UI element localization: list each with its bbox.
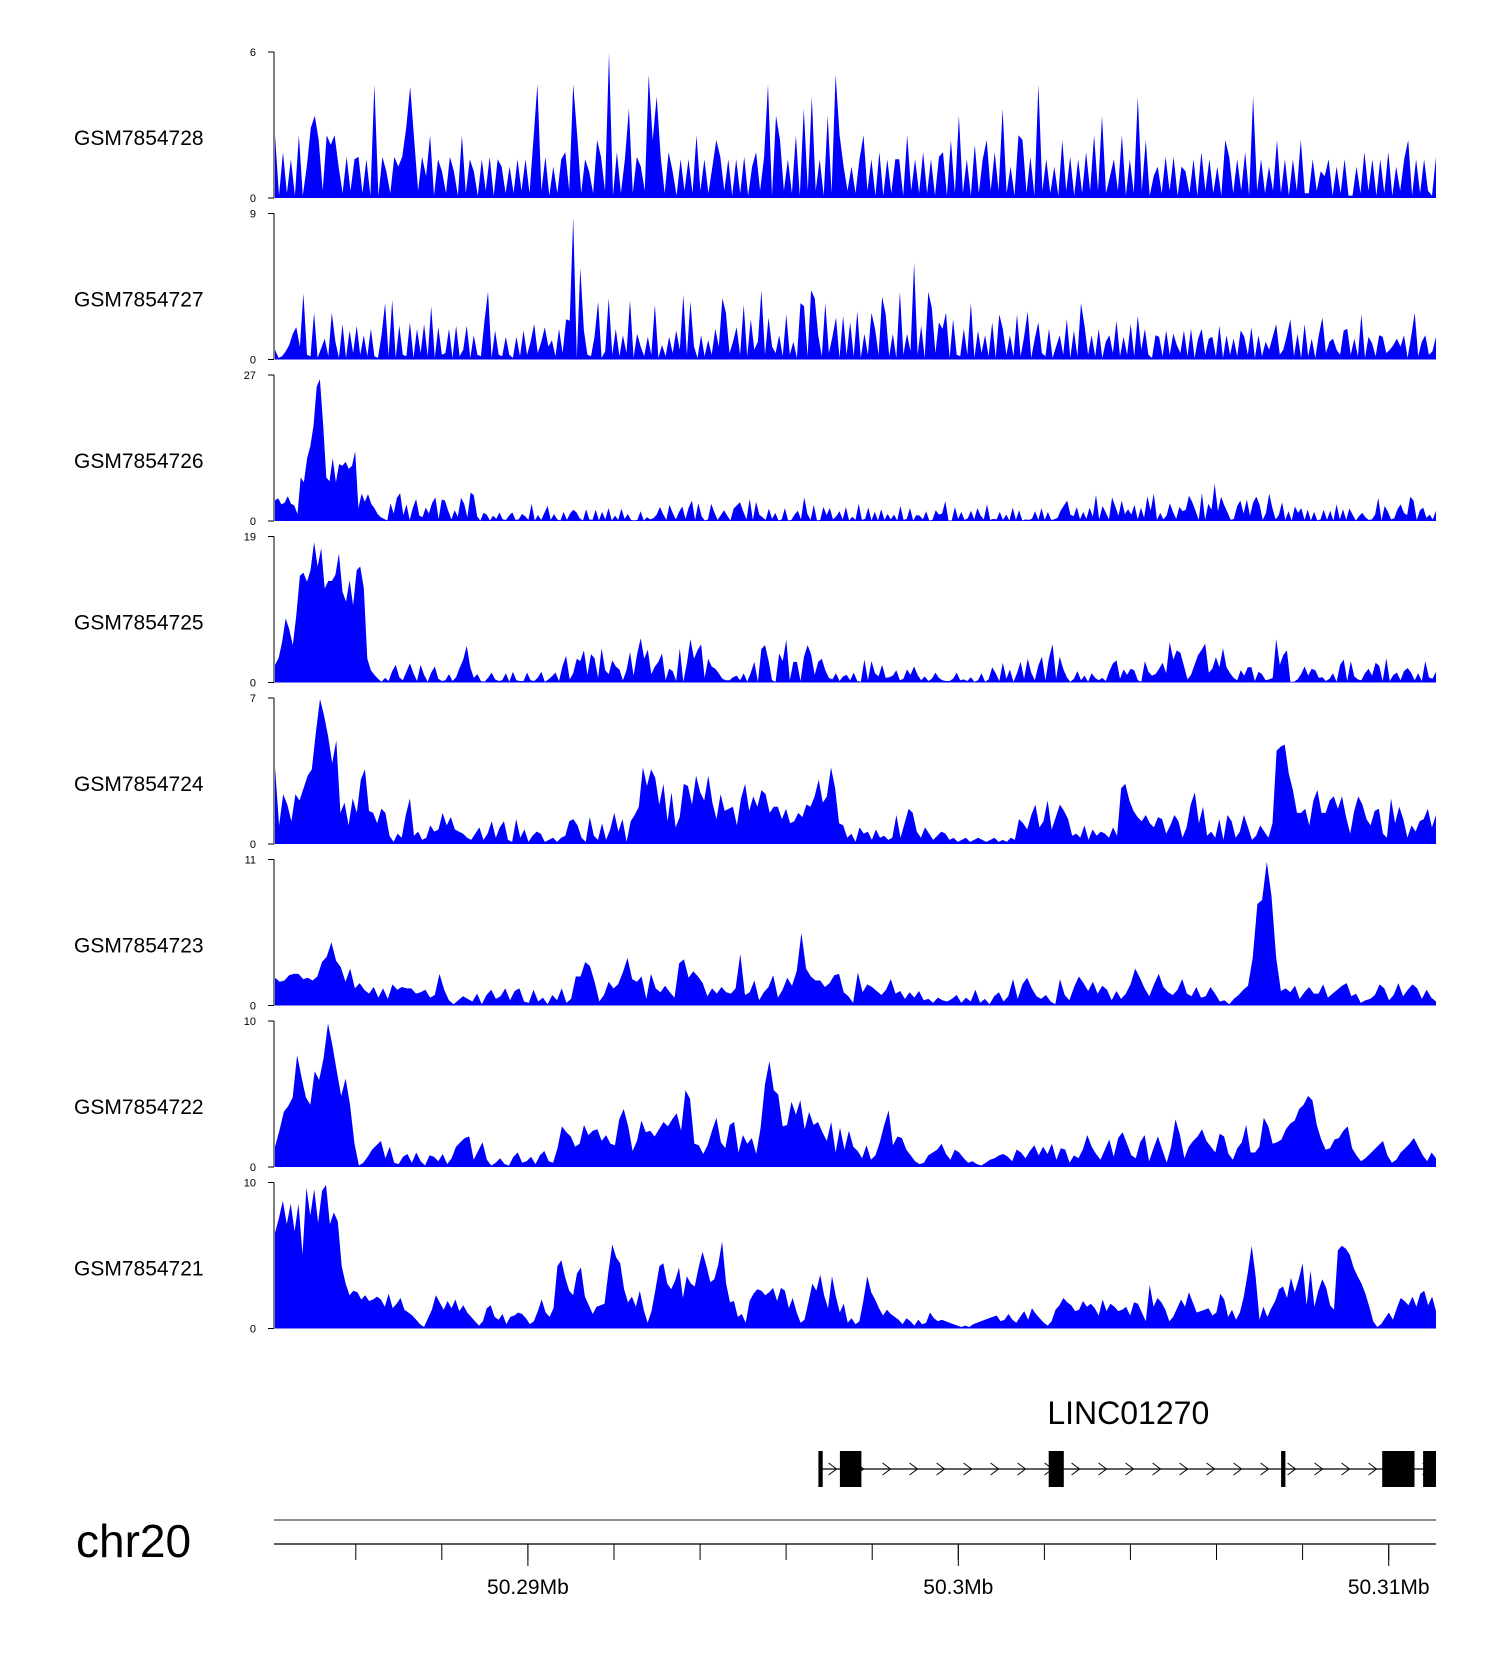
coverage-tracks: GSM785472860GSM785472790GSM7854726270GSM…: [74, 47, 1436, 1336]
track-label: GSM7854723: [74, 935, 204, 958]
strand-arrow: [1287, 1462, 1297, 1476]
strand-arrow: [1017, 1462, 1027, 1476]
track-GSM7854724: GSM7854724 7 0: [74, 693, 1436, 851]
track-GSM7854723: GSM7854723 11 0: [74, 855, 1436, 1013]
track-label: GSM7854726: [74, 450, 204, 473]
track-label: GSM7854728: [74, 127, 204, 150]
strand-arrow: [1314, 1462, 1324, 1476]
y-tick-label-min: 0: [250, 1001, 256, 1013]
exon-block: [1281, 1451, 1286, 1487]
exon-block: [839, 1451, 862, 1487]
strand-arrow: [828, 1462, 838, 1476]
y-tick-label-min: 0: [250, 355, 256, 367]
strand-arrow: [1341, 1462, 1351, 1476]
gene-annotation-track: LINC01270: [818, 1395, 1436, 1487]
track-label: GSM7854727: [74, 289, 204, 312]
axis-tick-label: 50.3Mb: [923, 1576, 993, 1599]
strand-arrow: [1152, 1462, 1162, 1476]
coverage-area: [275, 53, 1436, 198]
exon-block: [818, 1451, 823, 1487]
genome-axis-track: chr20 50.29Mb 50.3Mb 50.31Mb: [76, 1515, 1436, 1599]
y-tick-label-max: 19: [244, 532, 256, 544]
strand-arrow: [909, 1462, 919, 1476]
y-tick-label-max: 11: [245, 855, 256, 867]
track-GSM7854725: GSM7854725 19 0: [74, 532, 1436, 690]
coverage-area: [275, 699, 1436, 844]
strand-arrow: [1233, 1462, 1243, 1476]
gene-label: LINC01270: [1047, 1395, 1209, 1431]
y-tick-label-max: 7: [250, 693, 256, 705]
track-GSM7854722: GSM7854722 10 0: [74, 1016, 1436, 1174]
coverage-area: [275, 379, 1436, 521]
coverage-area: [275, 861, 1436, 1006]
strand-arrow: [1179, 1462, 1189, 1476]
y-tick-label-max: 10: [244, 1178, 256, 1190]
track-GSM7854726: GSM7854726 27 0: [74, 370, 1436, 528]
y-tick-label-min: 0: [250, 516, 256, 528]
axis-tick-label: 50.29Mb: [487, 1576, 569, 1599]
y-tick-label-min: 0: [250, 839, 256, 851]
track-label: GSM7854725: [74, 612, 204, 635]
y-tick-label-max: 9: [250, 209, 256, 221]
coverage-area: [275, 1023, 1436, 1167]
y-tick-label-max: 10: [244, 1016, 256, 1028]
strand-arrow: [1206, 1462, 1216, 1476]
coverage-area: [275, 217, 1436, 360]
y-tick-label-max: 27: [244, 370, 256, 382]
exon-block: [1048, 1451, 1064, 1487]
strand-arrow: [1098, 1462, 1108, 1476]
strand-arrow: [1071, 1462, 1081, 1476]
y-tick-label-min: 0: [250, 193, 256, 205]
strand-arrow: [936, 1462, 946, 1476]
strand-arrow: [882, 1462, 892, 1476]
y-tick-label-min: 0: [250, 678, 256, 690]
strand-arrow: [990, 1462, 1000, 1476]
strand-arrow: [1260, 1462, 1270, 1476]
track-GSM7854721: GSM7854721 10 0: [74, 1178, 1436, 1336]
strand-arrow: [963, 1462, 973, 1476]
coverage-area: [275, 1185, 1436, 1329]
y-tick-label-min: 0: [250, 1324, 256, 1336]
chromosome-label: chr20: [76, 1515, 191, 1567]
strand-arrow: [1368, 1462, 1378, 1476]
y-tick-label-min: 0: [250, 1162, 256, 1174]
track-label: GSM7854722: [74, 1096, 204, 1119]
coverage-area: [275, 542, 1436, 683]
exon-block: [1423, 1451, 1436, 1487]
track-GSM7854728: GSM7854728 6 0: [74, 47, 1436, 205]
strand-arrow: [1125, 1462, 1135, 1476]
track-GSM7854727: GSM7854727 9 0: [74, 209, 1436, 367]
exon-block: [1382, 1451, 1415, 1487]
axis-tick-label: 50.31Mb: [1348, 1576, 1430, 1599]
track-label: GSM7854721: [74, 1258, 204, 1281]
y-tick-label-max: 6: [250, 47, 256, 59]
track-label: GSM7854724: [74, 773, 204, 796]
